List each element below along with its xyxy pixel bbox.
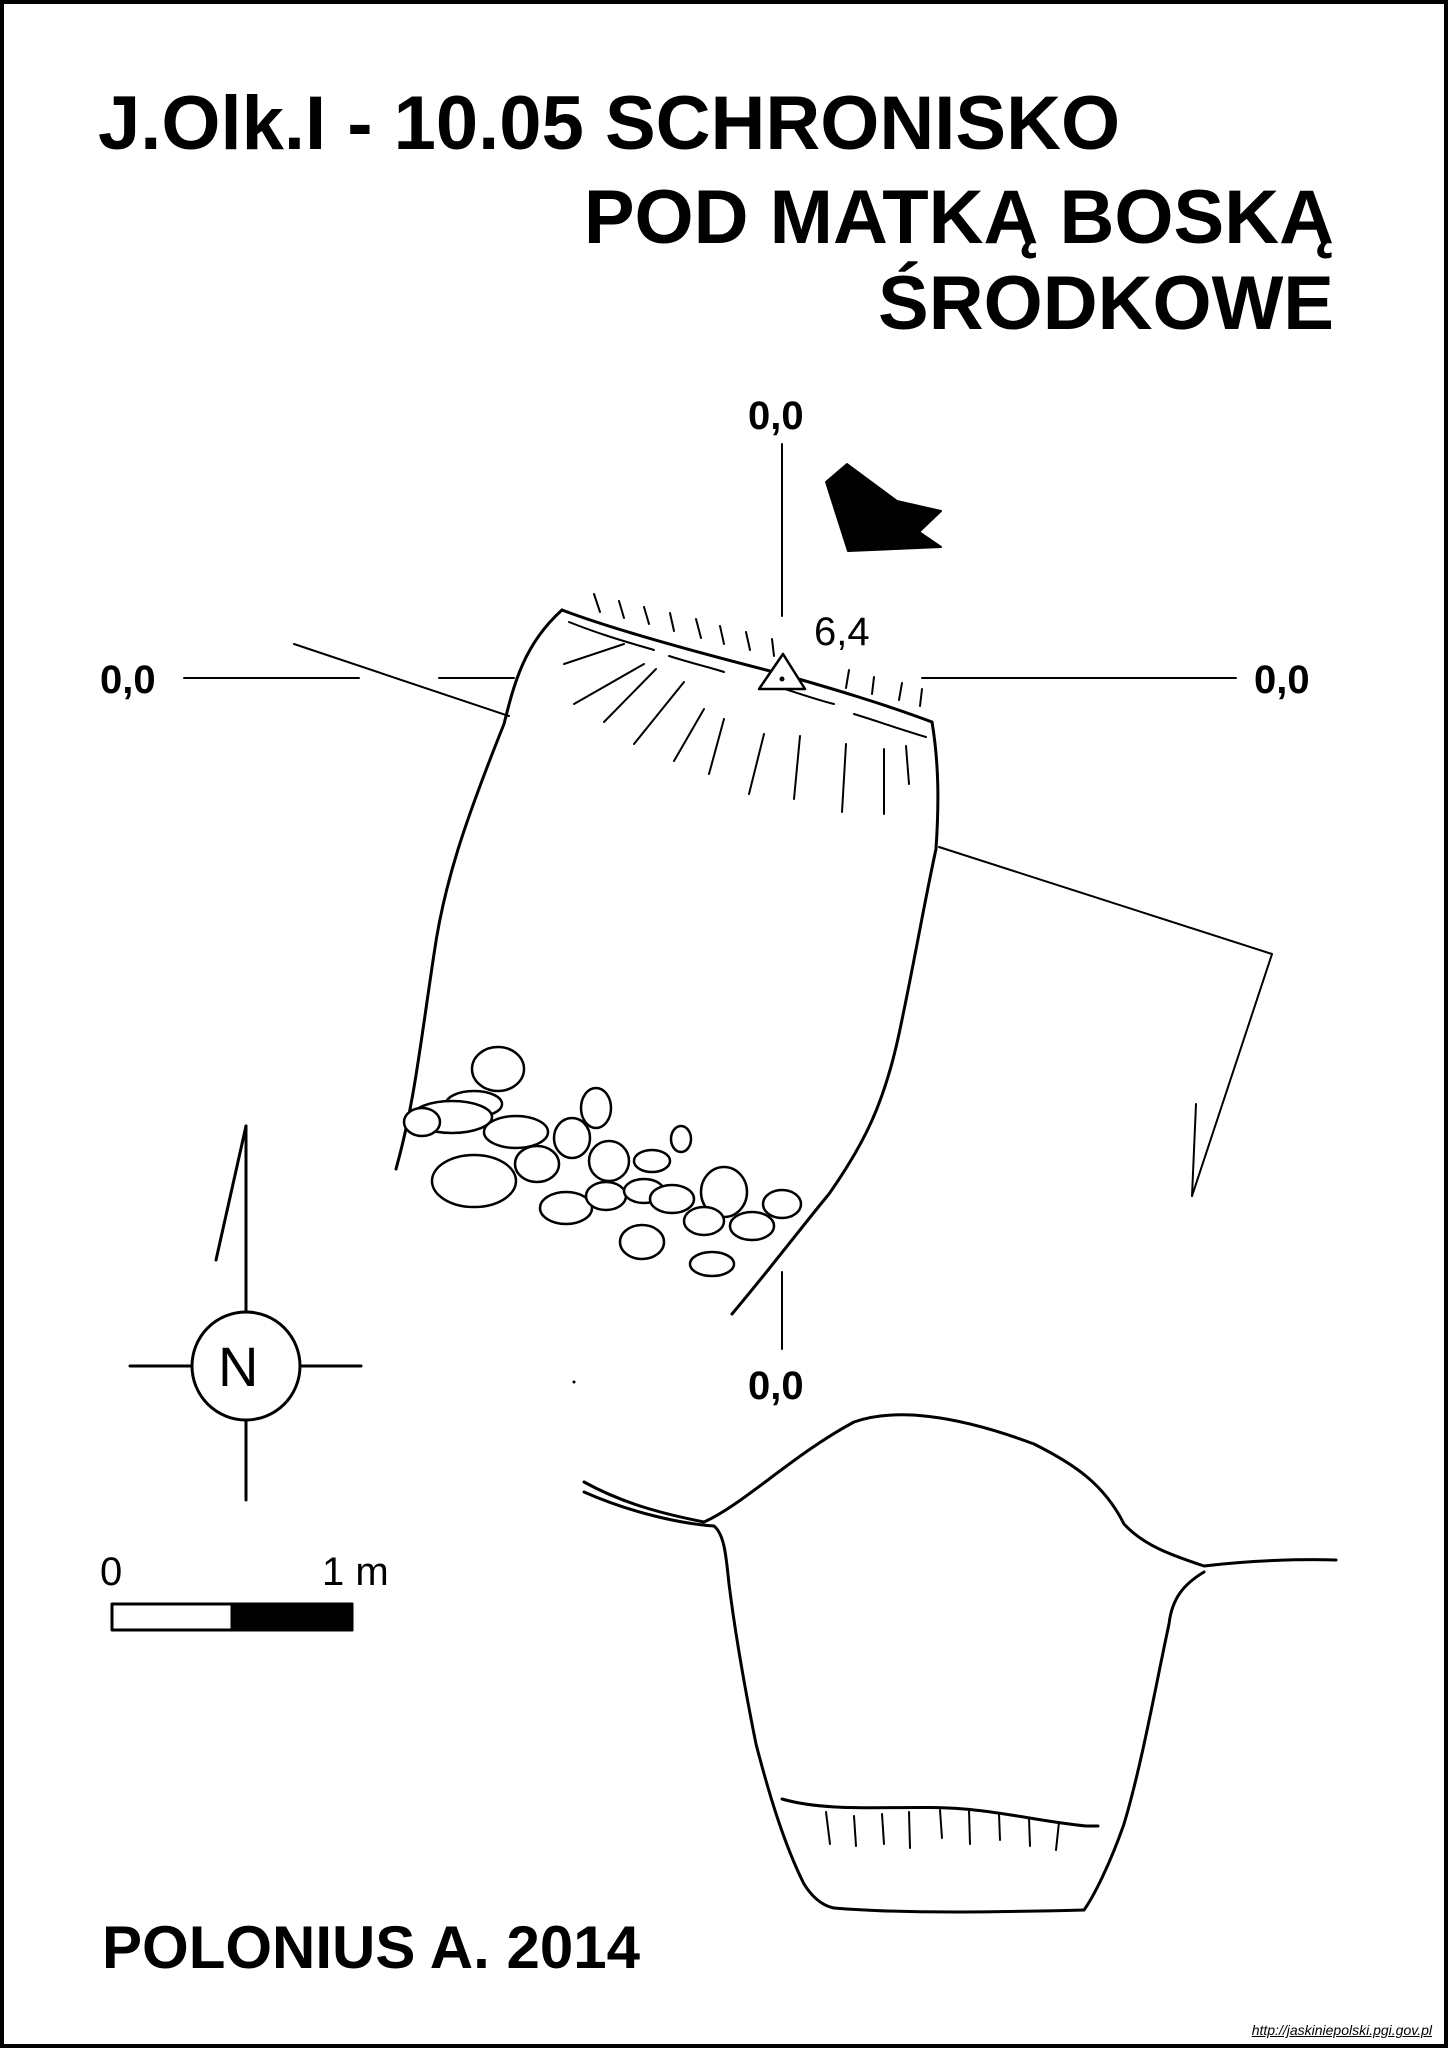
- coord-label-left: 0,0: [100, 658, 156, 702]
- drip-line-hachures: [593, 593, 923, 707]
- datum-height-label: 6,4: [814, 610, 870, 654]
- boulder-rocks: [402, 1045, 803, 1278]
- coord-label-right: 0,0: [1254, 658, 1310, 702]
- coord-label-bottom: 0,0: [748, 1364, 804, 1408]
- cross-section-profile: [582, 1413, 1338, 1914]
- coordinate-grid: [183, 443, 1237, 1350]
- cross-section-line: [293, 643, 1273, 1197]
- north-label: N: [218, 1335, 259, 1398]
- scale-bar: [110, 1602, 354, 1632]
- survey-datum-triangle-icon: [757, 652, 807, 691]
- entrance-arrow-icon: [825, 463, 942, 552]
- title-line-3: ŚRODKOWE: [878, 261, 1334, 346]
- cave-survey-drawing: [110, 443, 1338, 1914]
- scale-start-label: 0: [100, 1550, 123, 1594]
- north-arrow-icon: [128, 1124, 363, 1502]
- title-line-2: POD MATKĄ BOSKĄ: [583, 175, 1334, 260]
- source-url-link[interactable]: http://jaskiniepolski.pgi.gov.pl: [1251, 2022, 1432, 2038]
- stray-dot: [572, 1380, 576, 1384]
- scale-end-label: 1 m: [322, 1550, 389, 1594]
- title-line-1: J.Olk.I - 10.05 SCHRONISKO: [98, 81, 1121, 166]
- author-credit: POLONIUS A. 2014: [102, 1914, 640, 1981]
- ceiling-slope-marks: [563, 621, 927, 815]
- coord-label-top: 0,0: [748, 394, 804, 438]
- section-floor-hachures: [825, 1809, 1060, 1851]
